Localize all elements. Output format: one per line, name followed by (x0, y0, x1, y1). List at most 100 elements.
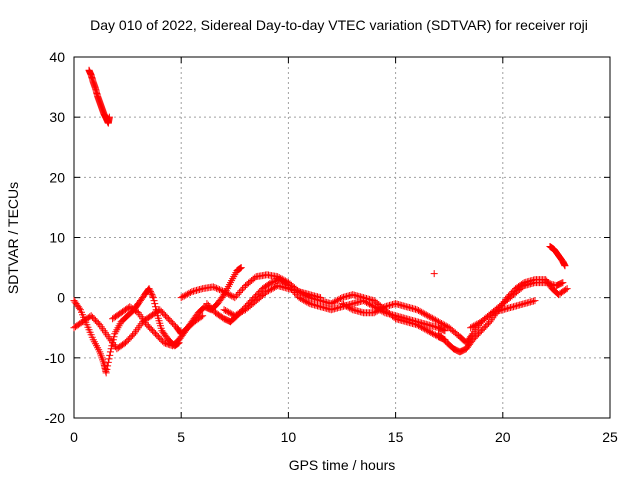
data-point-marker (480, 324, 488, 332)
data-point-marker (437, 333, 445, 341)
data-point-marker (433, 317, 441, 325)
data-point-marker (421, 310, 429, 318)
data-point-marker (237, 287, 245, 295)
data-point-marker (390, 313, 398, 321)
data-point-marker (105, 113, 113, 121)
data-point-marker (272, 277, 280, 285)
data-point-marker (333, 296, 341, 304)
data-point-marker (157, 307, 165, 315)
data-point-marker (133, 308, 141, 316)
data-point-marker (300, 290, 308, 298)
data-point-marker (436, 331, 444, 339)
data-point-marker (86, 313, 94, 321)
data-point-marker (427, 313, 435, 321)
data-point-marker (427, 328, 435, 336)
x-tick-label: 25 (602, 429, 618, 445)
data-point-marker (413, 306, 421, 314)
data-point-marker (303, 292, 311, 300)
data-point-marker (166, 316, 174, 324)
data-point-marker (442, 322, 450, 330)
data-point-marker (157, 336, 165, 344)
data-point-marker (161, 339, 169, 347)
data-point-marker (161, 312, 169, 320)
data-point-marker (237, 308, 245, 316)
data-point-marker (332, 297, 340, 305)
data-point-marker (121, 339, 129, 347)
data-point-marker (274, 276, 282, 284)
data-point-marker (483, 321, 491, 329)
data-point-marker (263, 288, 271, 296)
data-point-marker (150, 328, 158, 336)
data-point-marker (439, 320, 447, 328)
data-point-marker (298, 289, 306, 297)
x-tick-label: 20 (495, 429, 511, 445)
x-tick-label: 5 (177, 429, 185, 445)
data-point-marker (343, 302, 351, 310)
data-point-marker (164, 340, 172, 348)
data-point-marker (439, 334, 447, 342)
data-point-marker (470, 334, 478, 342)
data-point-marker (238, 285, 246, 293)
x-axis-label: GPS time / hours (289, 457, 396, 473)
data-point-marker (300, 296, 308, 304)
data-point-marker (266, 280, 274, 288)
data-point-marker (185, 289, 193, 297)
data-point-marker (124, 336, 132, 344)
data-point-marker (214, 285, 222, 293)
data-point-marker (370, 309, 378, 317)
data-point-marker (477, 327, 485, 335)
data-point-marker (209, 283, 217, 291)
data-point-marker (154, 333, 162, 341)
data-point-marker (90, 315, 98, 323)
data-point-marker (103, 365, 111, 373)
data-point-marker (151, 330, 159, 338)
data-point-marker (562, 286, 570, 294)
data-point-marker (212, 284, 220, 292)
y-tick-label: 0 (57, 290, 65, 306)
data-point-marker (479, 325, 487, 333)
data-point-marker (413, 321, 421, 329)
data-point-marker (473, 331, 481, 339)
x-tick-label: 0 (70, 429, 78, 445)
data-point-marker (482, 322, 490, 330)
data-point-marker (204, 301, 212, 309)
data-point-marker (149, 294, 157, 302)
data-point-marker (424, 312, 432, 320)
y-tick-label: -20 (45, 410, 65, 426)
data-point-marker (472, 333, 480, 341)
grid-lines (74, 57, 610, 418)
data-point-marker (237, 264, 245, 272)
data-point-marker (303, 298, 311, 306)
data-point-marker (106, 351, 114, 359)
data-point-marker (217, 286, 225, 294)
data-point-marker (304, 293, 312, 301)
data-point-marker (266, 286, 274, 294)
data-point-marker (254, 289, 262, 297)
data-point-marker (475, 330, 483, 338)
data-point-marker (231, 294, 239, 302)
data-point-marker (149, 327, 157, 335)
data-point-marker (434, 330, 442, 338)
data-point-marker (148, 291, 156, 299)
data-point-marker (327, 300, 335, 308)
data-point-marker (209, 306, 217, 314)
data-point-marker (215, 286, 223, 294)
data-point-marker (338, 300, 346, 308)
data-point-marker (236, 265, 244, 273)
data-point-marker (563, 285, 571, 293)
data-point-marker (341, 301, 349, 309)
data-point-marker (143, 321, 151, 329)
data-point-marker (336, 295, 344, 303)
data-point-marker (418, 308, 426, 316)
x-tick-label: 10 (281, 429, 297, 445)
data-point-marker (146, 286, 154, 294)
data-point-marker (330, 298, 338, 306)
data-point-marker (304, 299, 312, 307)
chart-title: Day 010 of 2022, Sidereal Day-to-day VTE… (90, 17, 588, 33)
data-point-marker (295, 294, 303, 302)
data-point-marker (235, 289, 243, 297)
data-point-marker (225, 308, 233, 316)
data-point-marker (153, 331, 161, 339)
data-point-marker (531, 297, 539, 305)
data-point-marker (561, 262, 569, 270)
